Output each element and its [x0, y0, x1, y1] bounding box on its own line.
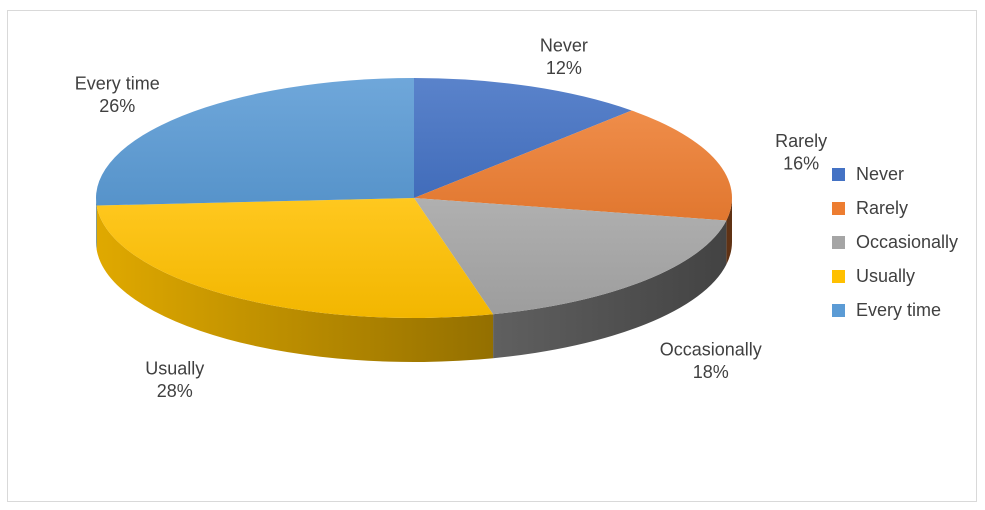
data-label-category: Every time: [75, 73, 160, 93]
data-label-value: 18%: [693, 362, 729, 382]
data-label-category: Never: [540, 36, 588, 56]
legend-label: Occasionally: [856, 232, 958, 252]
slice-side-every-time: [96, 198, 97, 250]
legend-swatch: [832, 236, 845, 249]
legend-label: Usually: [856, 266, 915, 286]
legend-item-never[interactable]: Never: [832, 164, 904, 184]
legend-item-every-time[interactable]: Every time: [832, 300, 941, 320]
legend-swatch: [832, 168, 845, 181]
legend-swatch: [832, 270, 845, 283]
data-label-category: Occasionally: [660, 340, 762, 360]
slice-usually[interactable]: [96, 198, 494, 318]
legend-item-usually[interactable]: Usually: [832, 266, 915, 286]
data-label-value: 16%: [783, 153, 819, 173]
slice-side-occasionally: [493, 220, 727, 359]
data-label-category: Rarely: [775, 131, 827, 151]
pie-side-walls: [96, 198, 732, 362]
slice-occasionally[interactable]: [414, 198, 727, 315]
pie-slices: [95, 78, 732, 318]
slice-side-rarely: [726, 198, 732, 265]
legend-label: Rarely: [856, 198, 908, 218]
chart-area: [7, 10, 977, 502]
slice-rarely[interactable]: [414, 110, 732, 221]
legend-swatch: [832, 304, 845, 317]
legend-item-rarely[interactable]: Rarely: [832, 198, 908, 218]
slice-never[interactable]: [414, 78, 632, 198]
data-label-never: Never 12%: [540, 36, 588, 79]
legend-label: Every time: [856, 300, 941, 320]
data-label-rarely: Rarely 16%: [775, 131, 827, 174]
data-label-usually: Usually 28%: [145, 359, 204, 402]
data-label-value: 28%: [157, 381, 193, 401]
data-label-every-time: Every time 26%: [75, 73, 160, 116]
data-label-value: 12%: [546, 58, 582, 78]
legend-swatch: [832, 202, 845, 215]
slice-labels: Never 12%Rarely 16%Occasionally 18%Usually 2…: [75, 36, 827, 402]
data-label-occasionally: Occasionally 18%: [660, 340, 762, 383]
slice-side-usually: [96, 205, 494, 362]
data-label-value: 26%: [99, 96, 135, 116]
slice-every-time[interactable]: [95, 78, 414, 206]
legend-label: Never: [856, 164, 904, 184]
data-label-category: Usually: [145, 359, 204, 379]
legend: Never Rarely Occasionally Usually Every time: [832, 164, 958, 320]
legend-item-occasionally[interactable]: Occasionally: [832, 232, 958, 252]
